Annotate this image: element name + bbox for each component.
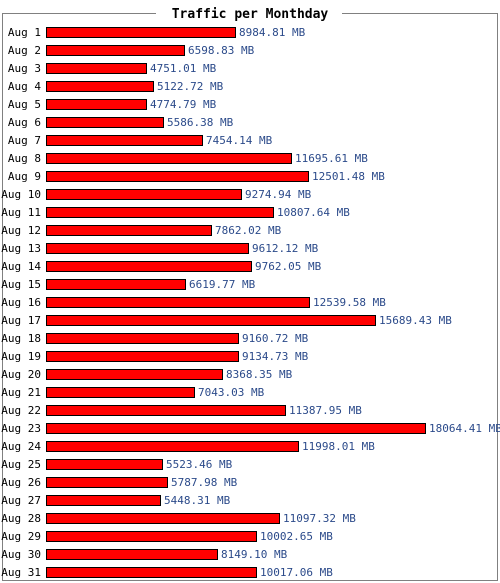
- title-background: [156, 5, 342, 21]
- traffic-bar: [46, 423, 426, 434]
- value-label: 18064.41 MB: [429, 422, 500, 435]
- traffic-bar: [46, 315, 376, 326]
- traffic-bar: [46, 459, 163, 470]
- value-label: 9134.73 MB: [242, 350, 309, 363]
- day-label: Aug 16: [1, 296, 41, 309]
- day-label: Aug 8: [8, 152, 41, 165]
- traffic-bar: [46, 495, 161, 506]
- day-label: Aug 28: [1, 512, 41, 525]
- day-label: Aug 14: [1, 260, 41, 273]
- traffic-bar: [46, 45, 185, 56]
- value-label: 11695.61 MB: [295, 152, 368, 165]
- traffic-bar: [46, 243, 249, 254]
- traffic-bar: [46, 117, 164, 128]
- traffic-bar: [46, 153, 292, 164]
- traffic-bar: [46, 135, 203, 146]
- traffic-bar: [46, 351, 239, 362]
- value-label: 9274.94 MB: [245, 188, 312, 201]
- traffic-bar: [46, 63, 147, 74]
- traffic-bar: [46, 441, 299, 452]
- value-label: 9612.12 MB: [252, 242, 319, 255]
- day-label: Aug 6: [8, 116, 41, 129]
- value-label: 6619.77 MB: [189, 278, 256, 291]
- day-label: Aug 11: [1, 206, 41, 219]
- value-label: 8984.81 MB: [239, 26, 306, 39]
- value-label: 11097.32 MB: [283, 512, 356, 525]
- traffic-bar: [46, 531, 257, 542]
- traffic-bar: [46, 333, 239, 344]
- day-label: Aug 24: [1, 440, 41, 453]
- value-label: 10017.06 MB: [260, 566, 333, 579]
- traffic-bar: [46, 567, 257, 578]
- traffic-bar: [46, 297, 310, 308]
- value-label: 15689.43 MB: [379, 314, 452, 327]
- value-label: 5787.98 MB: [171, 476, 238, 489]
- traffic-bar: [46, 207, 274, 218]
- traffic-bar: [46, 369, 223, 380]
- value-label: 4774.79 MB: [150, 98, 217, 111]
- value-label: 12501.48 MB: [312, 170, 385, 183]
- value-label: 5448.31 MB: [164, 494, 231, 507]
- value-label: 9160.72 MB: [242, 332, 309, 345]
- value-label: 12539.58 MB: [313, 296, 386, 309]
- day-label: Aug 19: [1, 350, 41, 363]
- day-label: Aug 10: [1, 188, 41, 201]
- day-label: Aug 21: [1, 386, 41, 399]
- traffic-bar: [46, 513, 280, 524]
- value-label: 8368.35 MB: [226, 368, 293, 381]
- day-label: Aug 12: [1, 224, 41, 237]
- traffic-bar: [46, 81, 154, 92]
- value-label: 7454.14 MB: [206, 134, 273, 147]
- day-label: Aug 7: [8, 134, 41, 147]
- traffic-bar: [46, 27, 236, 38]
- day-label: Aug 15: [1, 278, 41, 291]
- day-label: Aug 20: [1, 368, 41, 381]
- value-label: 10002.65 MB: [260, 530, 333, 543]
- day-label: Aug 18: [1, 332, 41, 345]
- value-label: 4751.01 MB: [150, 62, 217, 75]
- traffic-bar: [46, 171, 309, 182]
- value-label: 7043.03 MB: [198, 386, 265, 399]
- traffic-bar: [46, 279, 186, 290]
- day-label: Aug 17: [1, 314, 41, 327]
- traffic-bar: [46, 387, 195, 398]
- day-label: Aug 23: [1, 422, 41, 435]
- value-label: 11387.95 MB: [289, 404, 362, 417]
- traffic-bar: [46, 477, 168, 488]
- day-label: Aug 13: [1, 242, 41, 255]
- traffic-bar: [46, 225, 212, 236]
- day-label: Aug 3: [8, 62, 41, 75]
- value-label: 11998.01 MB: [302, 440, 375, 453]
- day-label: Aug 30: [1, 548, 41, 561]
- traffic-bar: [46, 549, 218, 560]
- traffic-bar: [46, 99, 147, 110]
- day-label: Aug 27: [1, 494, 41, 507]
- traffic-bar: [46, 405, 286, 416]
- bar-rows: Aug 1 8984.81 MB Aug 2 6598.83 MB Aug 3 4751.…: [1, 26, 500, 579]
- value-label: 8149.10 MB: [221, 548, 288, 561]
- day-label: Aug 25: [1, 458, 41, 471]
- day-label: Aug 26: [1, 476, 41, 489]
- day-label: Aug 31: [1, 566, 41, 579]
- traffic-bar: [46, 189, 242, 200]
- value-label: 7862.02 MB: [215, 224, 282, 237]
- value-label: 9762.05 MB: [255, 260, 322, 273]
- day-label: Aug 4: [8, 80, 41, 93]
- value-label: 6598.83 MB: [188, 44, 255, 57]
- chart-title: Traffic per Monthday: [172, 7, 329, 22]
- value-label: 5122.72 MB: [157, 80, 224, 93]
- value-label: 5523.46 MB: [166, 458, 233, 471]
- value-label: 5586.38 MB: [167, 116, 234, 129]
- day-label: Aug 1: [8, 26, 41, 39]
- day-label: Aug 22: [1, 404, 41, 417]
- day-label: Aug 9: [8, 170, 41, 183]
- day-label: Aug 29: [1, 530, 41, 543]
- traffic-bar: [46, 261, 252, 272]
- day-label: Aug 2: [8, 44, 41, 57]
- day-label: Aug 5: [8, 98, 41, 111]
- value-label: 10807.64 MB: [277, 206, 350, 219]
